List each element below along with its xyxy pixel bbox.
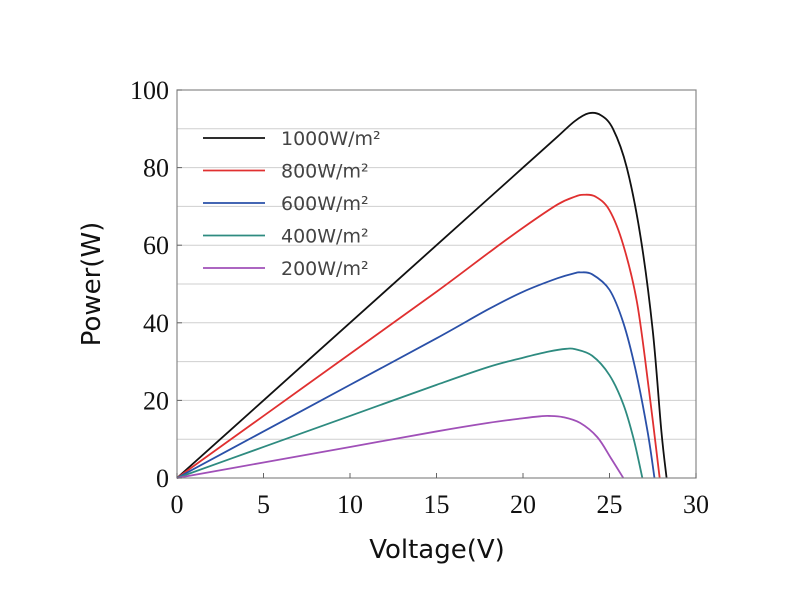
y-tick-label: 80 <box>143 154 169 183</box>
y-tick-label: 60 <box>143 231 169 260</box>
x-tick-label: 30 <box>683 490 709 519</box>
x-axis-ticks: 0 5 10 15 20 25 30 <box>171 473 709 519</box>
y-axis-label: Power(W) <box>77 222 107 347</box>
series-line-2 <box>176 271 656 479</box>
x-tick-label: 15 <box>424 490 450 519</box>
x-tick-label: 5 <box>257 490 270 519</box>
x-tick-label: 0 <box>171 490 184 519</box>
legend: 1000W/m² 800W/m² 600W/m² 400W/m² 200W/m² <box>203 128 381 280</box>
legend-label-3: 400W/m² <box>281 226 369 248</box>
series-line-3 <box>176 347 644 479</box>
y-tick-label: 40 <box>143 309 169 338</box>
y-axis-ticks: 0 20 40 60 80 100 <box>130 76 182 493</box>
x-tick-label: 25 <box>597 490 623 519</box>
legend-label-4: 200W/m² <box>281 258 369 280</box>
y-tick-label: 0 <box>156 464 169 493</box>
y-tick-label: 20 <box>143 386 169 415</box>
series-line-4 <box>176 414 625 479</box>
series-line-1 <box>176 193 661 479</box>
x-tick-label: 10 <box>337 490 363 519</box>
y-tick-label: 100 <box>130 76 169 105</box>
legend-label-0: 1000W/m² <box>281 128 381 150</box>
series-line-0 <box>176 111 668 479</box>
x-axis-label: Voltage(V) <box>369 535 505 565</box>
x-tick-label: 20 <box>510 490 536 519</box>
series-lines <box>176 111 668 479</box>
legend-label-1: 800W/m² <box>281 161 369 183</box>
legend-label-2: 600W/m² <box>281 193 369 215</box>
